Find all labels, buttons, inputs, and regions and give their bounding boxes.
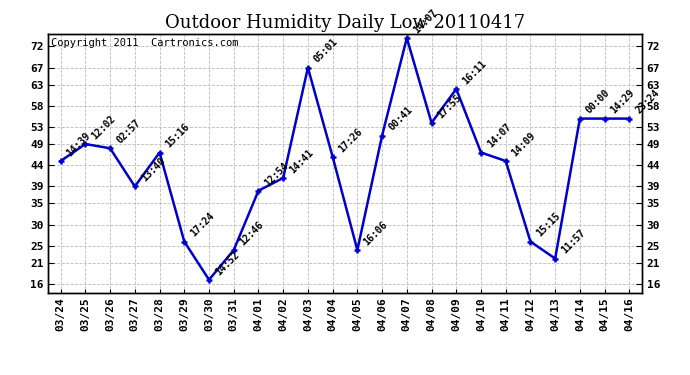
- Title: Outdoor Humidity Daily Low 20110417: Outdoor Humidity Daily Low 20110417: [165, 14, 525, 32]
- Text: Copyright 2011  Cartronics.com: Copyright 2011 Cartronics.com: [51, 38, 239, 48]
- Text: 14:29: 14:29: [609, 88, 637, 116]
- Text: 16:11: 16:11: [460, 58, 489, 86]
- Text: 00:00: 00:00: [584, 88, 612, 116]
- Text: 14:09: 14:09: [510, 130, 538, 158]
- Text: 23:24: 23:24: [633, 88, 661, 116]
- Text: 14:52: 14:52: [213, 249, 241, 277]
- Text: 12:46: 12:46: [238, 219, 266, 247]
- Text: 12:54: 12:54: [263, 160, 290, 188]
- Text: 17:55: 17:55: [435, 92, 464, 120]
- Text: 14:07: 14:07: [485, 122, 513, 150]
- Text: 11:57: 11:57: [560, 228, 587, 256]
- Text: 05:01: 05:01: [312, 37, 340, 65]
- Text: 02:57: 02:57: [115, 118, 142, 146]
- Text: 00:41: 00:41: [386, 105, 414, 133]
- Text: 15:16: 15:16: [164, 122, 192, 150]
- Text: 14:41: 14:41: [287, 147, 315, 175]
- Text: 12:02: 12:02: [90, 113, 117, 141]
- Text: 16:06: 16:06: [362, 219, 389, 247]
- Text: 17:26: 17:26: [337, 126, 364, 154]
- Text: 15:15: 15:15: [535, 211, 562, 239]
- Text: 13:40: 13:40: [139, 156, 167, 184]
- Text: 14:39: 14:39: [65, 130, 92, 158]
- Text: 14:07: 14:07: [411, 8, 439, 35]
- Text: 17:24: 17:24: [188, 211, 216, 239]
